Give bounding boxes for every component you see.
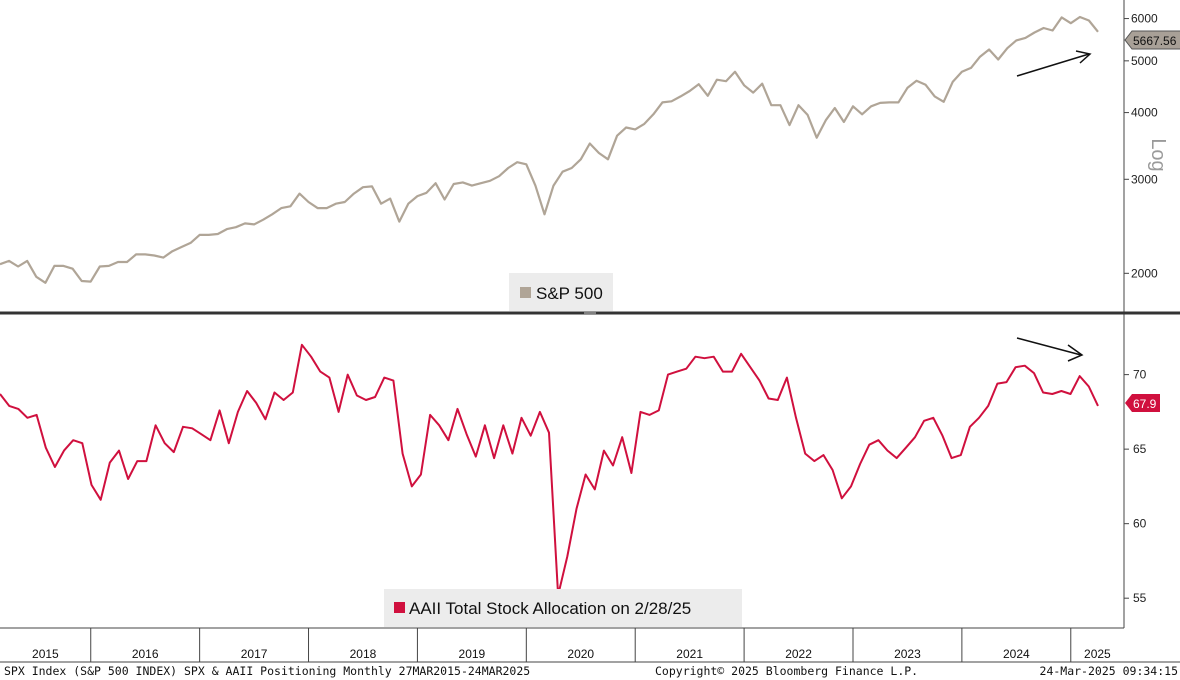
aaii-legend-swatch xyxy=(394,602,405,613)
aaii-panel: 55 60 65 70 xyxy=(0,343,1147,605)
y-tick-label: 5000 xyxy=(1131,54,1158,68)
sp500-up-arrow xyxy=(1016,50,1092,77)
y-tick-label: 70 xyxy=(1133,368,1147,382)
aaii-last-value-badge: 67.9 xyxy=(1125,394,1160,412)
sp500-legend-swatch xyxy=(520,287,531,298)
x-tick-label: 2021 xyxy=(676,647,703,661)
x-tick-label: 2024 xyxy=(1003,647,1030,661)
x-axis: 2015 2016 2017 2018 2019 2020 2021 2022 2023 2024… xyxy=(32,628,1111,662)
aaii-last-value: 67.9 xyxy=(1133,397,1157,411)
y-tick-label: 65 xyxy=(1133,442,1147,456)
aaii-legend-box xyxy=(384,589,742,627)
y-tick-label: 6000 xyxy=(1131,12,1158,26)
x-tick-label: 2017 xyxy=(241,647,268,661)
footer-copyright: Copyright© 2025 Bloomberg Finance L.P. xyxy=(655,664,918,678)
x-tick-label: 2016 xyxy=(132,647,159,661)
sp500-panel: 2000 3000 4000 5000 6000 xyxy=(0,12,1158,284)
x-tick-label: 2022 xyxy=(785,647,812,661)
sp500-legend-label: S&P 500 xyxy=(536,284,603,303)
scale-label: Log xyxy=(1147,138,1169,171)
x-tick-label: 2019 xyxy=(459,647,486,661)
footer-timestamp: 24-Mar-2025 09:34:15 xyxy=(1040,664,1178,678)
y-tick-label: 3000 xyxy=(1131,172,1158,186)
y-tick-label: 55 xyxy=(1133,591,1147,605)
y-tick-label: 4000 xyxy=(1131,106,1158,120)
sp500-legend: S&P 500 xyxy=(509,273,613,311)
x-tick-label: 2025 xyxy=(1084,647,1111,661)
sp500-last-value: 5667.56 xyxy=(1133,34,1177,48)
y-tick-label: 60 xyxy=(1133,517,1147,531)
sp500-series-line xyxy=(0,15,1099,284)
x-tick-label: 2023 xyxy=(894,647,921,661)
footer-left: SPX Index (S&P 500 INDEX) SPX & AAII Pos… xyxy=(4,664,530,678)
x-tick-label: 2015 xyxy=(32,647,59,661)
sp500-last-value-badge: 5667.56 xyxy=(1124,30,1180,50)
y-tick-label: 2000 xyxy=(1131,266,1158,280)
x-tick-label: 2020 xyxy=(567,647,594,661)
aaii-series-line xyxy=(0,343,1099,597)
aaii-legend-label: AAII Total Stock Allocation on 2/28/25 xyxy=(409,599,691,618)
aaii-legend: AAII Total Stock Allocation on 2/28/25 xyxy=(384,589,742,627)
aaii-down-arrow xyxy=(1016,337,1084,362)
x-tick-label: 2018 xyxy=(350,647,377,661)
